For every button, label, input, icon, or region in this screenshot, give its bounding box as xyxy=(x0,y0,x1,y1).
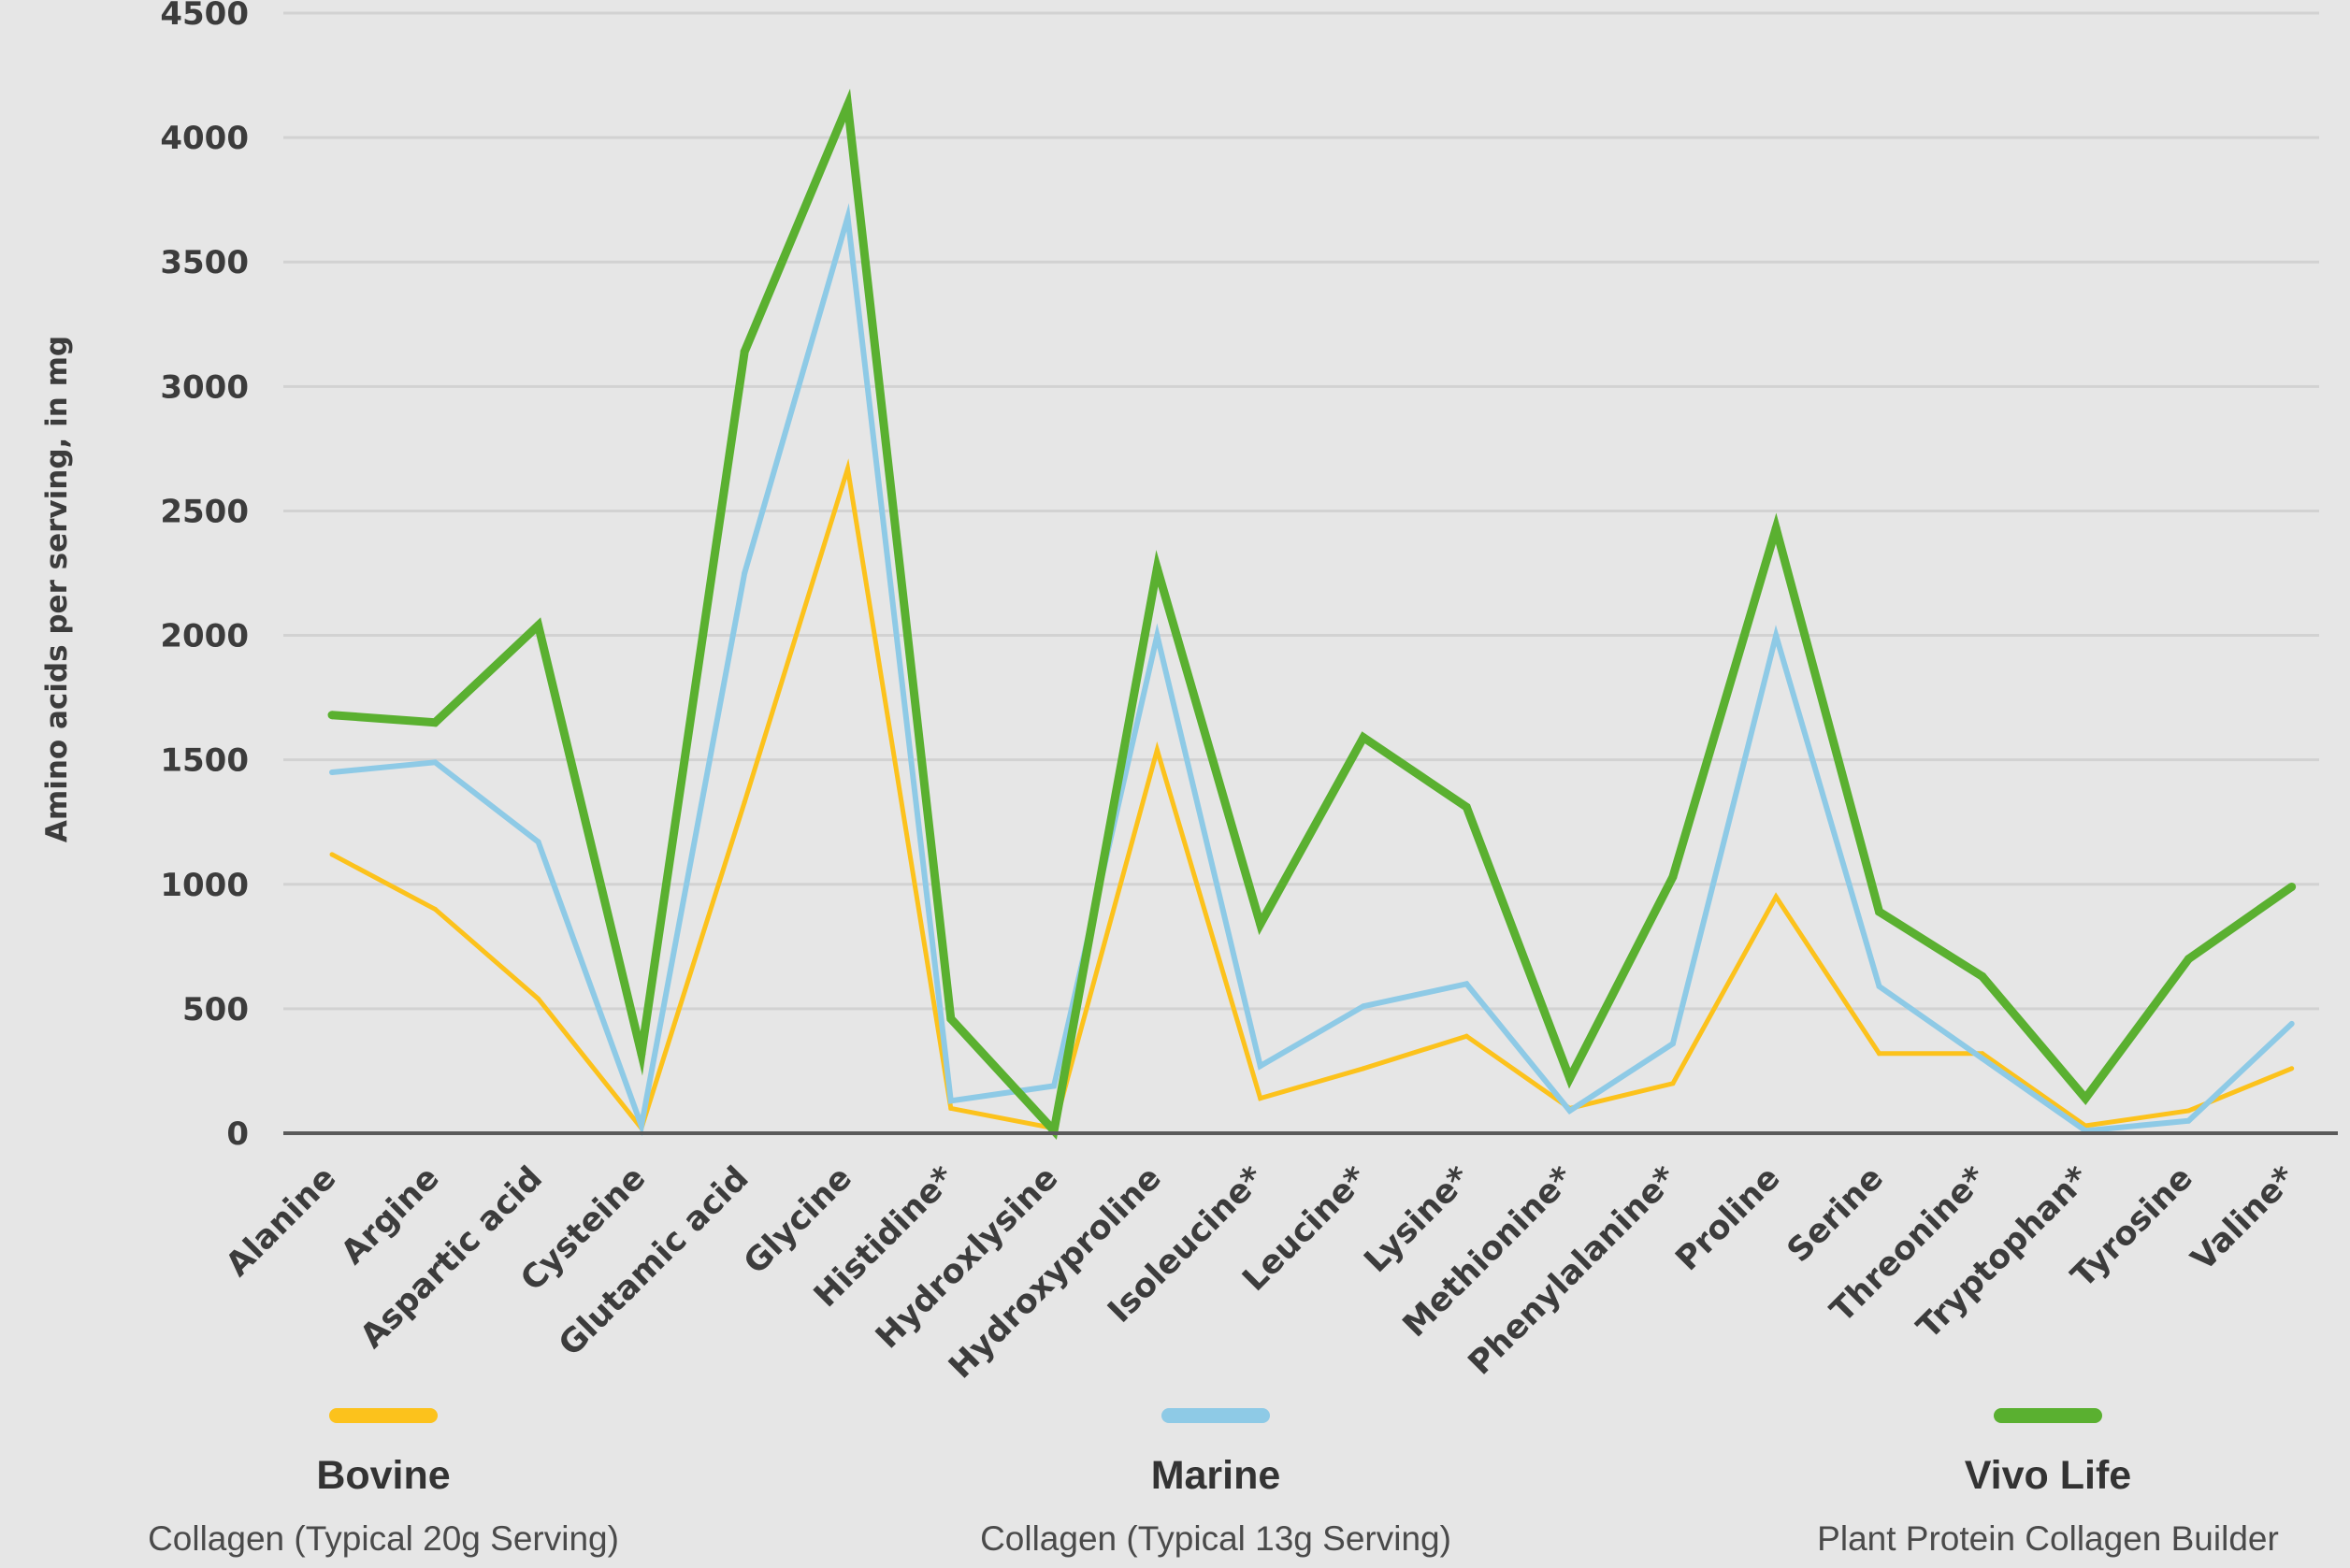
data-point xyxy=(1875,907,1883,916)
y-tick-label: 0 xyxy=(226,1115,249,1153)
data-point xyxy=(432,906,438,912)
data-point xyxy=(1154,632,1161,639)
x-tick-label: Hydroxlysine xyxy=(869,1159,1065,1356)
y-tick-label: 1000 xyxy=(160,867,249,904)
legend-series-name: Vivo Life xyxy=(1965,1453,2131,1498)
series-vivo-life xyxy=(327,88,2297,1140)
y-tick-label: 4000 xyxy=(160,120,249,157)
data-point xyxy=(742,799,747,805)
data-point xyxy=(536,996,541,1001)
data-point xyxy=(1361,1066,1366,1072)
data-point xyxy=(948,1105,954,1111)
data-point xyxy=(843,101,852,110)
data-point xyxy=(1359,733,1368,742)
data-point xyxy=(1979,1056,1985,1062)
data-point xyxy=(1877,1051,1881,1057)
y-tick-label: 3500 xyxy=(160,244,249,281)
legend-series-description: Plant Protein Collagen Builder xyxy=(1817,1519,2279,1558)
legend-item-bovine: Bovine Collagen (Typical 20g Serving) xyxy=(148,1408,619,1558)
data-point xyxy=(1771,524,1781,533)
data-point xyxy=(844,214,851,221)
x-tick-label: Valine* xyxy=(2184,1159,2303,1278)
data-point xyxy=(1258,1096,1263,1101)
data-point xyxy=(1668,872,1678,882)
y-axis-title: Amino acids per serving, in mg xyxy=(40,336,74,842)
series-line xyxy=(331,203,2294,1137)
legend-item-marine: Marine Collagen (Typical 13g Serving) xyxy=(980,1408,1451,1558)
legend-series-name: Bovine xyxy=(316,1453,450,1498)
x-tick-label: Proline xyxy=(1669,1159,1788,1278)
data-point xyxy=(2185,1108,2191,1114)
y-tick-label: 2000 xyxy=(160,618,249,655)
data-point xyxy=(1978,971,1987,981)
legend: Bovine Collagen (Typical 20g Serving) Mari… xyxy=(148,1408,2279,1558)
data-point xyxy=(534,621,543,630)
data-point xyxy=(1773,894,1779,899)
data-point xyxy=(535,839,541,845)
data-point xyxy=(1876,983,1882,989)
series-line xyxy=(330,458,2293,1133)
y-tick-label: 3000 xyxy=(160,368,249,406)
y-tick-label: 2500 xyxy=(160,493,249,530)
data-point xyxy=(329,769,335,775)
data-point xyxy=(2287,882,2297,891)
y-tick-labels: 0 500 1000 1500 2000 2500 3000 3500 4000 4500 xyxy=(160,0,249,1153)
data-point xyxy=(946,1014,956,1024)
data-point xyxy=(1670,1081,1676,1086)
y-tick-label: 1500 xyxy=(160,742,249,780)
data-point xyxy=(432,759,439,766)
data-point xyxy=(637,1049,646,1058)
data-point xyxy=(1154,747,1160,753)
data-point xyxy=(742,570,748,576)
data-point xyxy=(2185,1117,2192,1124)
data-point xyxy=(1256,919,1265,928)
data-point xyxy=(638,1123,644,1129)
data-point xyxy=(1361,1003,1366,1010)
data-point xyxy=(1463,981,1470,987)
series-lines xyxy=(327,88,2297,1140)
series-bovine xyxy=(329,458,2295,1133)
data-point xyxy=(329,852,335,857)
legend-series-description: Collagen (Typical 20g Serving) xyxy=(148,1519,619,1558)
legend-series-name: Marine xyxy=(1151,1453,1281,1498)
x-tick-label: Glutamic acid xyxy=(552,1159,756,1363)
x-tick-label: Aspartic acid xyxy=(353,1159,550,1356)
data-point xyxy=(740,347,749,356)
data-point xyxy=(2289,1066,2295,1072)
data-point xyxy=(1152,564,1161,573)
data-point xyxy=(2184,955,2193,964)
data-point xyxy=(845,466,850,471)
data-point xyxy=(1669,1041,1676,1047)
data-point xyxy=(327,711,337,720)
data-point xyxy=(1463,1033,1469,1039)
legend-item-vivo-life: Vivo Life Plant Protein Collagen Builder xyxy=(1817,1408,2279,1558)
data-point xyxy=(2288,1020,2295,1027)
data-point xyxy=(1565,1073,1575,1083)
grid-lines xyxy=(283,11,2319,1011)
data-point xyxy=(430,718,440,727)
data-point xyxy=(1051,1083,1058,1089)
data-point xyxy=(2081,1094,2090,1103)
legend-series-description: Collagen (Typical 13g Serving) xyxy=(980,1519,1451,1558)
x-tick-label: Alanine xyxy=(219,1159,343,1284)
y-tick-label: 4500 xyxy=(160,0,249,33)
data-point xyxy=(1462,802,1471,812)
data-point xyxy=(1257,1063,1263,1070)
y-tick-label: 500 xyxy=(182,991,249,1029)
data-point xyxy=(947,1098,954,1104)
data-point xyxy=(1773,632,1780,639)
data-point xyxy=(1566,1108,1573,1115)
series-marine xyxy=(329,203,2295,1137)
series-line xyxy=(331,88,2295,1140)
